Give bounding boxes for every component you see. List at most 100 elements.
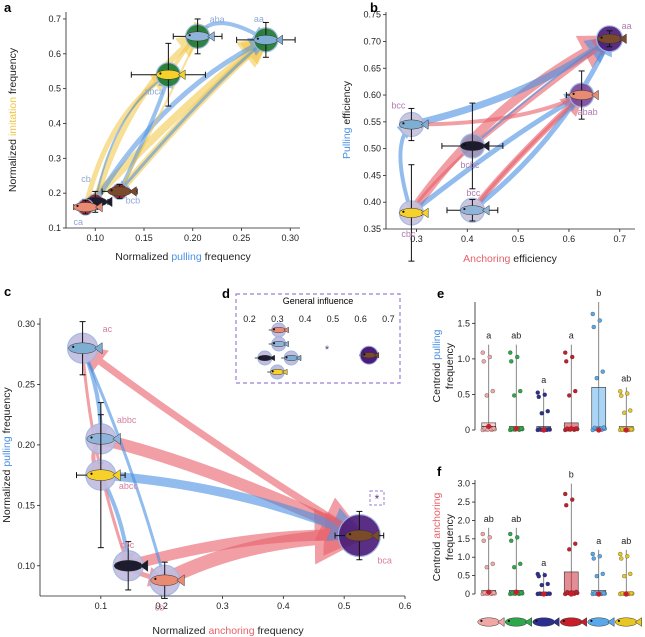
b-fish-striped-fish-body bbox=[399, 119, 424, 130]
b-flow-arrow-9 bbox=[471, 37, 611, 147]
e-dot-green-fish-8 bbox=[519, 426, 524, 431]
b-fish-brown-fish-body bbox=[597, 33, 622, 44]
d-xtick-label-2: 0.4 bbox=[299, 314, 312, 324]
b-xtick-label-4: 0.7 bbox=[613, 234, 626, 244]
a-ytick-label-4: 0.5 bbox=[48, 84, 61, 94]
a-x-axis-label: Normalized pulling frequency bbox=[115, 251, 251, 263]
e-y-axis-label-part-0: Centroid bbox=[431, 360, 443, 403]
f-dot-pink-fish-9 bbox=[481, 538, 486, 543]
a-flow-arrow-9 bbox=[92, 73, 170, 204]
e-sig-letter-red-fish: a bbox=[569, 331, 574, 341]
a-y-axis-label: Normalized imitation frequency bbox=[7, 47, 19, 192]
b-fish-pink-fish-eye bbox=[572, 92, 575, 95]
b-fish-striped-fish bbox=[399, 119, 429, 130]
d-inset-title: General influence bbox=[283, 296, 354, 306]
e-dot-blue-fish-10 bbox=[594, 376, 599, 381]
e-mean-green-fish bbox=[513, 425, 519, 432]
c-x-axis-label-part-1: anchoring bbox=[208, 625, 254, 637]
b-xtick-label-1: 0.4 bbox=[461, 234, 474, 244]
a-fish-blue-fish-top-eye bbox=[188, 34, 191, 37]
d-fish-striped-fish bbox=[283, 354, 302, 362]
a-ytick-label-0: 0.1 bbox=[48, 223, 61, 233]
f-dot-red-fish-11 bbox=[570, 497, 575, 502]
f-axis-fish-blue-fish-body bbox=[587, 617, 610, 627]
a-label-blue-fish-top: aba bbox=[210, 14, 225, 24]
d-fish-yellow-fish bbox=[270, 368, 288, 376]
f-dot-navy-fish-11 bbox=[542, 572, 547, 578]
text-layer: 0.10 0.15 0.20 0.25 0.300.10.20.30.40.50.60.… bbox=[1, 0, 632, 637]
e-box-blue-fish bbox=[591, 387, 607, 431]
f-sig-letter-red-fish: b bbox=[569, 470, 574, 480]
e-sig-letter-yellow-fish: ab bbox=[621, 373, 631, 383]
a-ytick-label-1: 0.2 bbox=[48, 188, 61, 198]
a-label-pink-fish: ca bbox=[74, 217, 84, 227]
a-ytick-label-6: 0.7 bbox=[48, 14, 61, 24]
f-dot-navy-fish-12 bbox=[545, 581, 550, 587]
b-ytick-label-5: 0.60 bbox=[363, 90, 381, 100]
f-dot-yellow-fish-10 bbox=[622, 573, 627, 579]
f-y-axis-label-part-0: Centroid bbox=[431, 539, 443, 582]
d-fish-blue-fish bbox=[271, 340, 289, 348]
a-fish-blue-fish-top-body bbox=[185, 31, 210, 42]
b-fish-yellow-fish bbox=[399, 207, 429, 219]
b-fish-dark-fish-eye bbox=[463, 143, 466, 146]
a-ytick-label-3: 0.4 bbox=[48, 118, 61, 128]
e-dot-yellow-fish-13 bbox=[618, 389, 623, 394]
c-ytick-label-2: 0.20 bbox=[17, 440, 35, 450]
a-label-yellow-fish: abca bbox=[144, 87, 164, 97]
c-fish-blue-fish-eye bbox=[90, 436, 93, 439]
c-fish-striped-fish-tail bbox=[94, 342, 103, 355]
f-dot-red-fish-13 bbox=[563, 491, 568, 497]
b-fish-pink-fish-tail bbox=[591, 89, 599, 101]
f-ytick-label-0: 0 bbox=[465, 589, 470, 599]
f-dot-blue-fish-10 bbox=[594, 573, 599, 579]
e-sig-letter-navy-fish: a bbox=[541, 375, 546, 385]
b-fish-striped-fish-tail bbox=[420, 119, 429, 130]
d-fish-brown-fish-eye bbox=[363, 353, 366, 356]
f-y-axis-label-line2: frequency bbox=[444, 513, 456, 560]
a-fish-yellow-fish bbox=[156, 69, 186, 80]
e-dot-green-fish-9 bbox=[509, 359, 514, 364]
f-mean-green-fish bbox=[513, 589, 519, 595]
c-label-brown-fish: bca bbox=[377, 556, 392, 566]
b-xtick-label-0: 0.3 bbox=[410, 234, 423, 244]
b-fish-blue-fish-tail bbox=[481, 204, 490, 216]
c-x-axis-label-part-2: frequency bbox=[255, 625, 305, 637]
b-fish-blue-fish-eye bbox=[463, 207, 466, 211]
f-axis-fish-red-fish-tail bbox=[579, 617, 587, 627]
c-panel-label: c bbox=[4, 284, 11, 299]
a-fish-blue-fish-top bbox=[185, 31, 215, 42]
f-dot-green-fish-8 bbox=[519, 590, 524, 595]
d-fish-pink-fish bbox=[271, 326, 289, 334]
c-fish-blue-fish-tail bbox=[112, 432, 121, 445]
d-xtick-label-3: 0.5 bbox=[327, 314, 340, 324]
a-label-striped-fish: aa bbox=[254, 14, 264, 24]
c-star-marker: * bbox=[375, 492, 380, 506]
e-sig-letter-blue-fish: b bbox=[596, 288, 601, 298]
e-dot-blue-fish-9 bbox=[591, 324, 596, 330]
b-ytick-label-8: 0.75 bbox=[363, 10, 381, 20]
e-dot-green-fish-12 bbox=[518, 388, 523, 394]
f-axis-fish-pink-fish bbox=[477, 617, 505, 627]
b-xtick-label-2: 0.5 bbox=[512, 234, 525, 244]
f-axis-fish-pink-fish-eye bbox=[480, 619, 483, 622]
b-ytick-label-6: 0.65 bbox=[363, 63, 381, 73]
e-dot-pink-fish-13 bbox=[480, 350, 485, 355]
c-flow-arrow-4 bbox=[78, 344, 363, 540]
f-ytick-label-1: 0.5 bbox=[457, 571, 470, 581]
f-dot-yellow-fish-8 bbox=[629, 591, 634, 596]
e-dot-green-fish-11 bbox=[515, 354, 520, 360]
f-axis-fish-navy-fish bbox=[532, 617, 560, 627]
f-mean-yellow-fish bbox=[623, 591, 629, 597]
f-ytick-label-3: 1.5 bbox=[457, 534, 470, 544]
f-sig-letter-pink-fish: ab bbox=[484, 514, 494, 524]
e-mean-yellow-fish bbox=[623, 427, 629, 433]
marks-layer bbox=[66, 18, 642, 627]
b-fish-brown-fish bbox=[597, 33, 627, 45]
c-ytick-label-3: 0.25 bbox=[17, 379, 35, 389]
f-ytick-label-2: 1.0 bbox=[457, 552, 470, 562]
a-fish-blue-fish-top-tail bbox=[207, 31, 215, 42]
b-xtick-label-3: 0.6 bbox=[563, 234, 576, 244]
e-y-axis-label-part-1: pulling bbox=[431, 329, 443, 360]
